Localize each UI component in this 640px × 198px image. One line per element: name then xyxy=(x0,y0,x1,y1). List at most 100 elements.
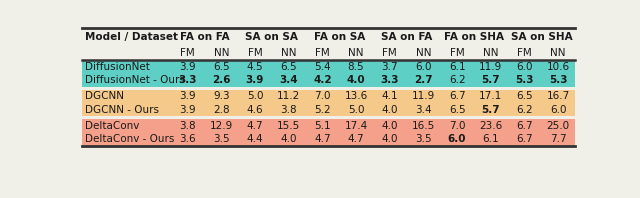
Text: 25.0: 25.0 xyxy=(547,121,570,131)
Text: DiffusionNet: DiffusionNet xyxy=(85,62,150,72)
Text: 5.7: 5.7 xyxy=(481,105,500,115)
Text: DGCNN: DGCNN xyxy=(85,91,124,101)
Text: 3.4: 3.4 xyxy=(415,105,432,115)
Text: 6.2: 6.2 xyxy=(449,75,465,85)
Text: FM: FM xyxy=(450,49,465,58)
Text: 3.3: 3.3 xyxy=(179,75,197,85)
Bar xyxy=(83,74,575,87)
Bar xyxy=(83,103,575,116)
Text: 4.0: 4.0 xyxy=(347,75,365,85)
Text: 6.5: 6.5 xyxy=(449,105,465,115)
Text: 17.1: 17.1 xyxy=(479,91,502,101)
Text: 6.1: 6.1 xyxy=(449,62,465,72)
Text: 3.9: 3.9 xyxy=(246,75,264,85)
Text: 6.0: 6.0 xyxy=(415,62,431,72)
Text: 3.9: 3.9 xyxy=(179,62,196,72)
Text: 6.5: 6.5 xyxy=(280,62,297,72)
Text: 3.9: 3.9 xyxy=(179,105,196,115)
Text: 4.0: 4.0 xyxy=(280,134,297,144)
Bar xyxy=(83,87,575,90)
Text: 4.7: 4.7 xyxy=(246,121,263,131)
Text: NN: NN xyxy=(415,49,431,58)
Text: 5.7: 5.7 xyxy=(481,75,500,85)
Text: 4.1: 4.1 xyxy=(381,91,398,101)
Text: SA on FA: SA on FA xyxy=(381,32,432,42)
Bar xyxy=(83,119,575,132)
Text: 11.9: 11.9 xyxy=(412,91,435,101)
Bar xyxy=(83,90,575,103)
Bar xyxy=(83,116,575,119)
Text: 3.8: 3.8 xyxy=(179,121,196,131)
Text: 17.4: 17.4 xyxy=(344,121,367,131)
Text: 3.5: 3.5 xyxy=(213,134,230,144)
Text: 6.5: 6.5 xyxy=(516,91,532,101)
Text: 4.5: 4.5 xyxy=(246,62,263,72)
Text: FA on SHA: FA on SHA xyxy=(444,32,504,42)
Text: FA on FA: FA on FA xyxy=(180,32,229,42)
Text: 4.6: 4.6 xyxy=(246,105,263,115)
Text: 7.0: 7.0 xyxy=(449,121,465,131)
Text: 5.3: 5.3 xyxy=(549,75,568,85)
Text: 6.2: 6.2 xyxy=(516,105,532,115)
Bar xyxy=(83,47,575,60)
Text: 5.2: 5.2 xyxy=(314,105,331,115)
Text: 6.7: 6.7 xyxy=(449,91,465,101)
Text: 4.7: 4.7 xyxy=(348,134,364,144)
Text: 5.0: 5.0 xyxy=(247,91,263,101)
Text: SA on SHA: SA on SHA xyxy=(511,32,572,42)
Text: 4.0: 4.0 xyxy=(381,105,398,115)
Text: 11.9: 11.9 xyxy=(479,62,502,72)
Text: NN: NN xyxy=(483,49,499,58)
Text: 11.2: 11.2 xyxy=(277,91,300,101)
Text: 5.3: 5.3 xyxy=(515,75,534,85)
Bar xyxy=(83,132,575,146)
Text: 6.0: 6.0 xyxy=(448,134,467,144)
Text: 6.0: 6.0 xyxy=(550,105,566,115)
Text: NN: NN xyxy=(550,49,566,58)
Text: 8.5: 8.5 xyxy=(348,62,364,72)
Text: 2.6: 2.6 xyxy=(212,75,230,85)
Text: 6.0: 6.0 xyxy=(516,62,532,72)
Text: DiffusionNet - Ours: DiffusionNet - Ours xyxy=(85,75,185,85)
Text: 2.7: 2.7 xyxy=(414,75,433,85)
Text: NN: NN xyxy=(214,49,229,58)
Text: FM: FM xyxy=(180,49,195,58)
Text: 23.6: 23.6 xyxy=(479,121,502,131)
Text: 10.6: 10.6 xyxy=(547,62,570,72)
Text: Model / Dataset: Model / Dataset xyxy=(85,32,178,42)
Text: 3.3: 3.3 xyxy=(381,75,399,85)
Text: 4.7: 4.7 xyxy=(314,134,331,144)
Text: 3.6: 3.6 xyxy=(179,134,196,144)
Text: DeltaConv: DeltaConv xyxy=(85,121,140,131)
Text: 6.7: 6.7 xyxy=(516,134,532,144)
Text: 16.5: 16.5 xyxy=(412,121,435,131)
Text: 3.8: 3.8 xyxy=(280,105,297,115)
Text: FM: FM xyxy=(517,49,532,58)
Text: 4.4: 4.4 xyxy=(246,134,263,144)
Text: 6.5: 6.5 xyxy=(213,62,230,72)
Text: 6.1: 6.1 xyxy=(483,134,499,144)
Text: 4.0: 4.0 xyxy=(381,121,398,131)
Text: 5.4: 5.4 xyxy=(314,62,331,72)
Text: 3.7: 3.7 xyxy=(381,62,398,72)
Text: 5.1: 5.1 xyxy=(314,121,331,131)
Text: DeltaConv - Ours: DeltaConv - Ours xyxy=(85,134,174,144)
Text: 3.9: 3.9 xyxy=(179,91,196,101)
Text: 13.6: 13.6 xyxy=(344,91,367,101)
Text: FM: FM xyxy=(248,49,262,58)
Text: FM: FM xyxy=(315,49,330,58)
Text: 7.0: 7.0 xyxy=(314,91,331,101)
Text: 4.2: 4.2 xyxy=(313,75,332,85)
Text: SA on SA: SA on SA xyxy=(245,32,298,42)
Text: 7.7: 7.7 xyxy=(550,134,566,144)
Text: 5.0: 5.0 xyxy=(348,105,364,115)
Text: 3.4: 3.4 xyxy=(279,75,298,85)
Text: 9.3: 9.3 xyxy=(213,91,230,101)
Bar xyxy=(83,28,575,47)
Text: 2.8: 2.8 xyxy=(213,105,230,115)
Text: FM: FM xyxy=(382,49,397,58)
Text: NN: NN xyxy=(281,49,296,58)
Text: 6.7: 6.7 xyxy=(516,121,532,131)
Text: 12.9: 12.9 xyxy=(210,121,233,131)
Text: FA on SA: FA on SA xyxy=(314,32,365,42)
